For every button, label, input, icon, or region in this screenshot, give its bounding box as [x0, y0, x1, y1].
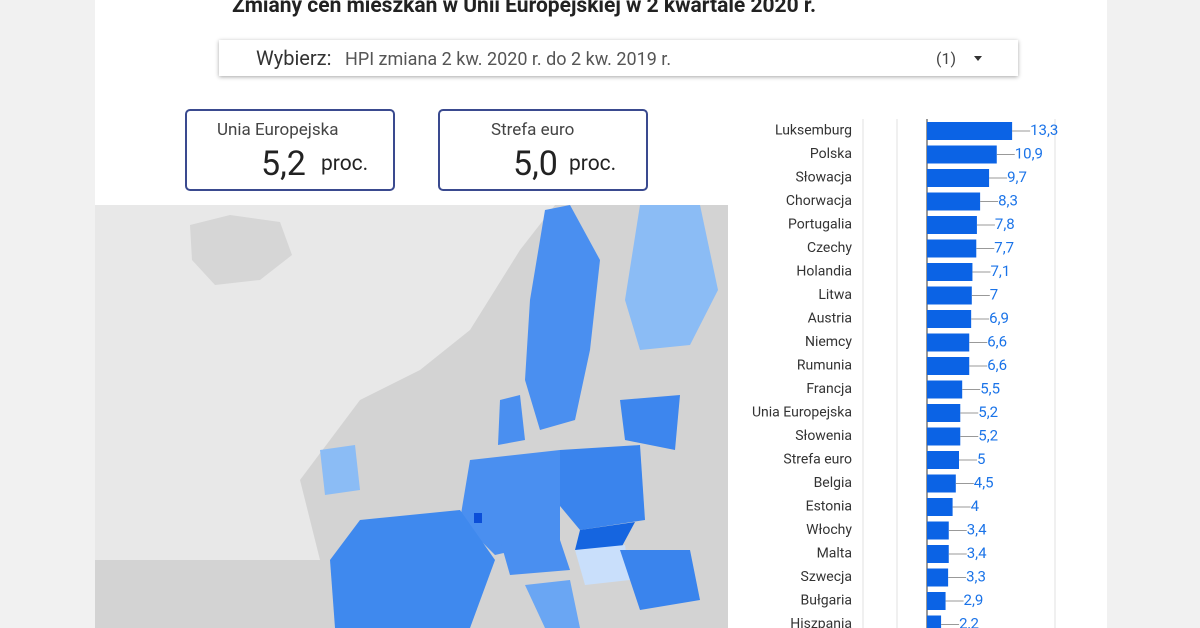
- value-label: 3,3: [966, 567, 986, 585]
- filter-label: Wybierz:: [256, 46, 332, 70]
- category-label: Polska: [810, 146, 852, 162]
- map-austria: [500, 540, 570, 575]
- bar: [927, 521, 949, 540]
- map-denmark: [498, 395, 525, 445]
- value-label: 5: [977, 450, 985, 468]
- category-label: Malta: [817, 546, 852, 562]
- map-luxembourg: [474, 513, 482, 523]
- bar: [927, 498, 953, 516]
- map: [95, 205, 728, 628]
- map-baltics: [620, 395, 680, 450]
- kpi-unit: proc.: [321, 152, 369, 176]
- filter-value: HPI zmiana 2 kw. 2020 r. do 2 kw. 2019 r…: [345, 49, 672, 70]
- map-poland: [555, 445, 645, 530]
- value-label: 13,3: [1030, 121, 1058, 139]
- bar: [927, 380, 963, 399]
- category-label: Austria: [808, 311, 852, 327]
- bar: [927, 568, 949, 587]
- map-hungary: [575, 545, 630, 585]
- value-label: 4: [971, 497, 980, 515]
- value-label: 7,7: [994, 238, 1014, 256]
- value-label: 6,9: [989, 309, 1009, 327]
- category-label: Chorwacja: [786, 193, 852, 209]
- map-italy: [525, 580, 580, 628]
- bar: [927, 545, 949, 563]
- value-label: 7,1: [990, 262, 1010, 280]
- map-france: [330, 510, 495, 628]
- bar: [927, 216, 977, 234]
- category-label: Unia Europejska: [752, 405, 852, 421]
- value-label: 3,4: [967, 544, 987, 562]
- bar: [927, 310, 972, 328]
- category-label: Słowenia: [795, 428, 852, 444]
- value-label: 9,7: [1007, 168, 1027, 186]
- kpi-label: Unia Europejska: [217, 120, 339, 140]
- bar: [927, 592, 946, 610]
- category-label: Rumunia: [797, 358, 852, 374]
- category-label: Szwecja: [801, 569, 853, 585]
- value-label: 10,9: [1015, 144, 1043, 162]
- category-label: Francja: [806, 381, 852, 397]
- value-label: 4,5: [974, 473, 994, 491]
- value-label: 8,3: [998, 191, 1018, 209]
- bar: [927, 145, 997, 164]
- category-label: Litwa: [818, 287, 852, 303]
- map-iceland: [190, 215, 292, 285]
- map-slovakia: [575, 522, 635, 550]
- dashboard-title: Zmiany cen mieszkań w Unii Europejskiej …: [232, 0, 817, 18]
- bar: [927, 239, 977, 258]
- category-label: Luksemburg: [775, 123, 852, 139]
- category-label: Włochy: [806, 522, 852, 538]
- category-label: Strefa euro: [783, 452, 852, 468]
- bar: [927, 122, 1013, 140]
- category-label: Bułgaria: [801, 593, 852, 609]
- bar: [927, 451, 959, 469]
- value-label: 7,8: [995, 215, 1015, 233]
- category-label: Holandia: [796, 264, 852, 280]
- kpi-card: Strefa euro 5,0 proc.: [438, 109, 648, 191]
- bar: [927, 357, 970, 375]
- kpi-unit: proc.: [569, 152, 617, 176]
- kpi-value: 5,0: [513, 144, 558, 184]
- map-finland: [625, 205, 718, 350]
- value-label: 5,2: [978, 426, 998, 444]
- bar: [927, 615, 942, 628]
- kpi-value: 5,2: [261, 144, 306, 184]
- category-label: Czechy: [807, 240, 852, 256]
- value-label: 3,4: [967, 520, 987, 538]
- bar: [927, 263, 973, 281]
- bar: [927, 427, 961, 446]
- value-label: 7: [990, 285, 998, 303]
- map-ireland: [320, 445, 360, 495]
- bar: [927, 192, 981, 211]
- map-romania: [620, 550, 700, 610]
- value-label: 2,2: [959, 614, 979, 628]
- value-label: 6,6: [987, 356, 1007, 374]
- dropdown-caret[interactable]: [974, 56, 982, 61]
- kpi-label: Strefa euro: [491, 120, 575, 140]
- bar: [927, 169, 990, 187]
- category-label: Belgia: [814, 475, 852, 491]
- map-germany: [460, 450, 560, 555]
- category-label: Hiszpania: [790, 616, 852, 628]
- value-label: 2,9: [964, 591, 984, 609]
- value-label: 5,5: [980, 379, 1000, 397]
- filter-count: (1): [936, 49, 957, 68]
- kpi-card: Unia Europejska 5,2 proc.: [185, 109, 395, 191]
- filter-dropdown[interactable]: Wybierz: HPI zmiana 2 kw. 2020 r. do 2 k…: [219, 40, 1018, 76]
- map-sweden: [525, 205, 600, 430]
- category-label: Niemcy: [805, 334, 852, 350]
- category-label: Portugalia: [788, 217, 852, 233]
- category-label: Słowacja: [795, 170, 852, 186]
- category-label: Estonia: [806, 499, 852, 515]
- value-label: 5,2: [978, 403, 998, 421]
- bar: [927, 474, 956, 493]
- bar: [927, 333, 970, 352]
- value-label: 6,6: [987, 332, 1007, 350]
- bar: [927, 404, 961, 422]
- bar: [927, 286, 972, 305]
